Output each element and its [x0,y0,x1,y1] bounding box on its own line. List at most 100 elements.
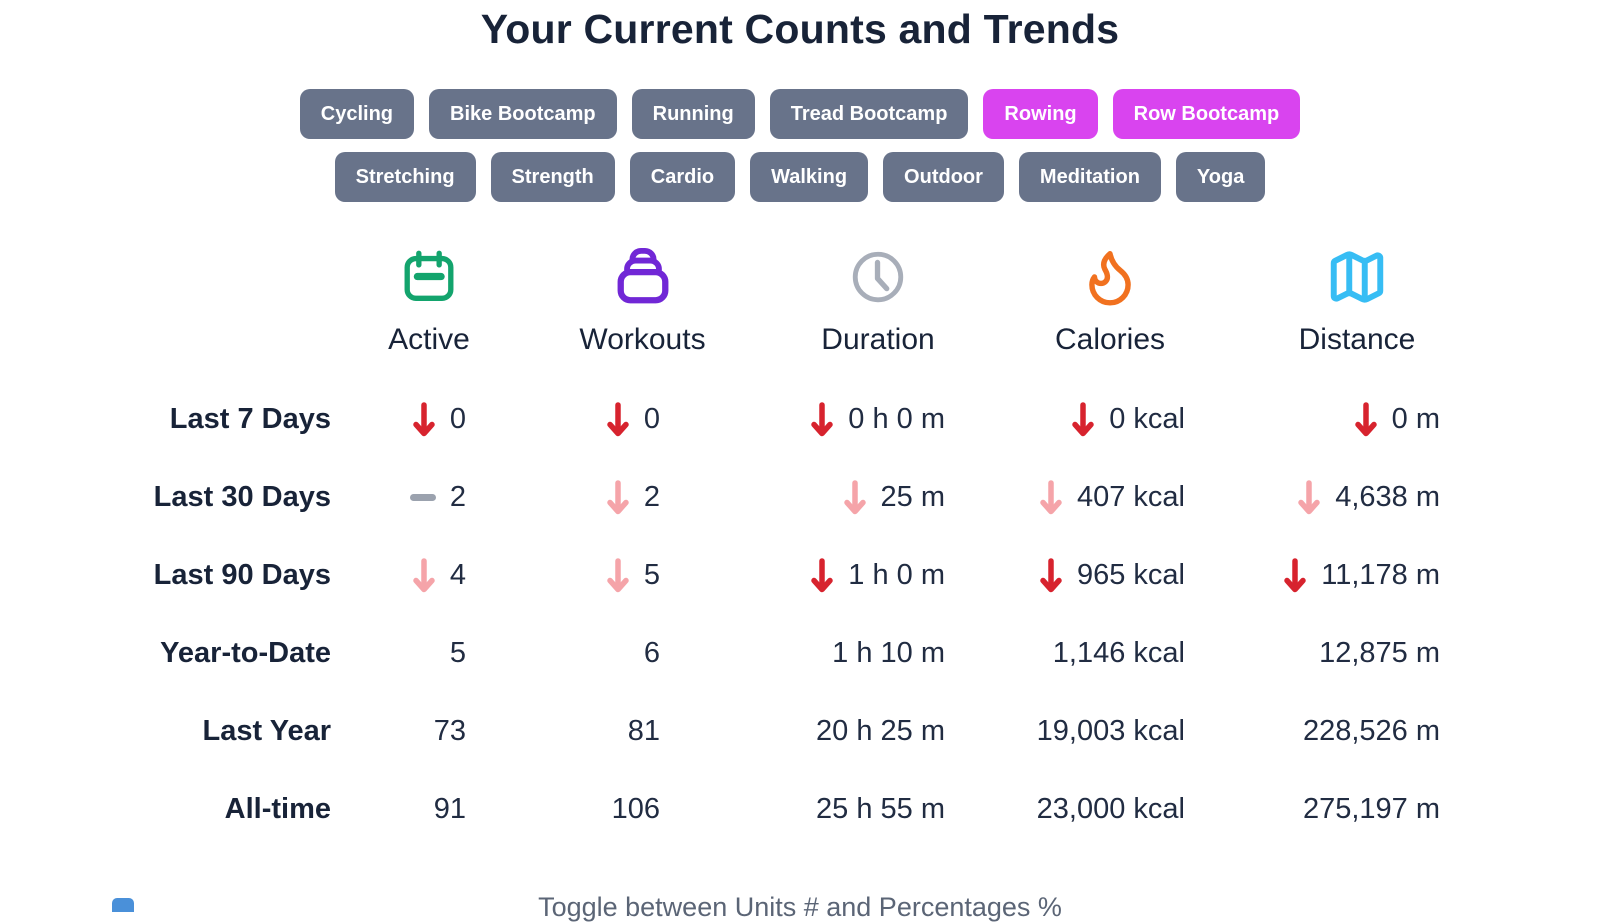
filter-button-walking[interactable]: Walking [750,152,869,202]
filter-button-cycling[interactable]: Cycling [299,89,415,139]
stat-value: 5 [643,558,660,591]
stat-cell-last-90-days-distance: 11,178 m [1224,536,1490,614]
footer-note: Toggle between Units # and Percentages % [538,892,1062,922]
stat-cell-last-year-distance: 228,526 m [1224,692,1490,770]
stat-value: 25 h 55 m [816,792,945,825]
stat-value: 228,526 m [1302,714,1440,747]
column-header-label: Duration [821,323,935,356]
stat-cell-last-7-days-distance: 0 m [1224,380,1490,458]
map-icon [1326,246,1388,313]
page-title: Your Current Counts and Trends [480,6,1120,52]
column-header-active: Active [333,242,525,380]
stat-cell-last-30-days-calories: 407 kcal [996,458,1224,536]
stat-value: 91 [433,792,466,825]
filter-button-tread-bootcamp[interactable]: Tread Bootcamp [769,89,969,139]
stats-corner-spacer [0,242,333,380]
filter-button-bike-bootcamp[interactable]: Bike Bootcamp [429,89,617,139]
trend-down-icon [810,401,834,438]
calendar-icon [398,246,460,313]
trend-down-slight-icon [606,557,630,594]
stat-cell-last-year-active: 73 [333,692,525,770]
stat-value: 407 kcal [1076,480,1185,513]
stat-cell-last-30-days-active: 2 [333,458,525,536]
stat-value: 4 [449,558,466,591]
column-header-label: Active [388,323,470,356]
stat-value: 11,178 m [1321,558,1440,591]
stat-cell-last-7-days-duration: 0 h 0 m [760,380,996,458]
stat-cell-last-90-days-active: 4 [333,536,525,614]
stat-value: 2 [643,480,660,513]
trend-down-icon [606,401,630,438]
stat-cell-all-time-duration: 25 h 55 m [760,770,996,848]
stat-value: 275,197 m [1302,792,1440,825]
filter-row-2: Stretching Strength Cardio Walking Outdoor Me… [334,152,1266,202]
trend-down-icon [1283,557,1307,594]
column-header-workouts: Workouts [525,242,760,380]
trend-down-icon [412,401,436,438]
stat-cell-year-to-date-calories: 1,146 kcal [996,614,1224,692]
column-header-label: Calories [1054,323,1166,356]
row-label-last-7-days: Last 7 Days [169,402,331,435]
stat-cell-last-30-days-distance: 4,638 m [1224,458,1490,536]
workout-type-filters: Cycling Bike Bootcamp Running Tread Bootcam… [0,89,1600,202]
stat-value: 25 m [880,480,945,513]
stat-value: 20 h 25 m [816,714,945,747]
trend-down-icon [1354,401,1378,438]
row-label-all-time: All-time [224,792,331,825]
filter-button-running[interactable]: Running [631,89,755,139]
filter-button-rowing[interactable]: Rowing [983,89,1098,139]
stat-cell-all-time-workouts: 106 [525,770,760,848]
stat-value: 81 [627,714,660,747]
stat-cell-year-to-date-distance: 12,875 m [1224,614,1490,692]
stat-value: 0 [449,402,466,435]
column-header-label: Distance [1298,323,1416,356]
stat-cell-last-7-days-active: 0 [333,380,525,458]
stat-cell-all-time-calories: 23,000 kcal [996,770,1224,848]
filter-button-strength[interactable]: Strength [490,152,615,202]
stat-value: 2 [449,480,466,513]
filter-button-cardio[interactable]: Cardio [629,152,736,202]
stat-value: 1 h 10 m [832,636,945,669]
stat-cell-year-to-date-duration: 1 h 10 m [760,614,996,692]
row-label-last-year: Last Year [202,714,331,747]
stat-value: 5 [449,636,466,669]
row-label-last-30-days: Last 30 Days [153,480,331,513]
stat-cell-last-year-workouts: 81 [525,692,760,770]
stat-value: 6 [643,636,660,669]
stat-cell-last-year-duration: 20 h 25 m [760,692,996,770]
stat-value: 73 [433,714,466,747]
stat-value: 1,146 kcal [1052,636,1185,669]
column-header-calories: Calories [996,242,1224,380]
filter-row-1: Cycling Bike Bootcamp Running Tread Bootcam… [299,89,1301,139]
stat-cell-last-30-days-duration: 25 m [760,458,996,536]
filter-button-stretching[interactable]: Stretching [334,152,476,202]
stat-value: 0 [643,402,660,435]
filter-button-meditation[interactable]: Meditation [1018,152,1161,202]
trend-down-slight-icon [1297,479,1321,516]
stat-cell-year-to-date-workouts: 6 [525,614,760,692]
stat-value: 23,000 kcal [1036,792,1185,825]
filter-button-outdoor[interactable]: Outdoor [883,152,1004,202]
partial-blue-icon [112,898,134,912]
trend-down-slight-icon [1039,479,1063,516]
row-label-year-to-date: Year-to-Date [160,636,331,669]
stat-cell-last-90-days-calories: 965 kcal [996,536,1224,614]
stat-cell-last-90-days-workouts: 5 [525,536,760,614]
filter-button-row-bootcamp[interactable]: Row Bootcamp [1112,89,1301,139]
stats-table: Active Workouts Duration Calories Distance La… [0,242,1490,848]
stat-value: 19,003 kcal [1036,714,1185,747]
column-header-label: Workouts [579,323,706,356]
flame-icon [1079,246,1141,313]
trend-down-slight-icon [412,557,436,594]
column-header-distance: Distance [1224,242,1490,380]
stat-value: 106 [611,792,660,825]
stat-cell-last-30-days-workouts: 2 [525,458,760,536]
trend-down-icon [810,557,834,594]
filter-button-yoga[interactable]: Yoga [1175,152,1266,202]
trend-down-icon [1071,401,1095,438]
stack-icon [612,246,674,313]
stat-cell-last-year-calories: 19,003 kcal [996,692,1224,770]
stat-cell-last-7-days-calories: 0 kcal [996,380,1224,458]
stat-cell-all-time-distance: 275,197 m [1224,770,1490,848]
stat-value: 965 kcal [1076,558,1185,591]
